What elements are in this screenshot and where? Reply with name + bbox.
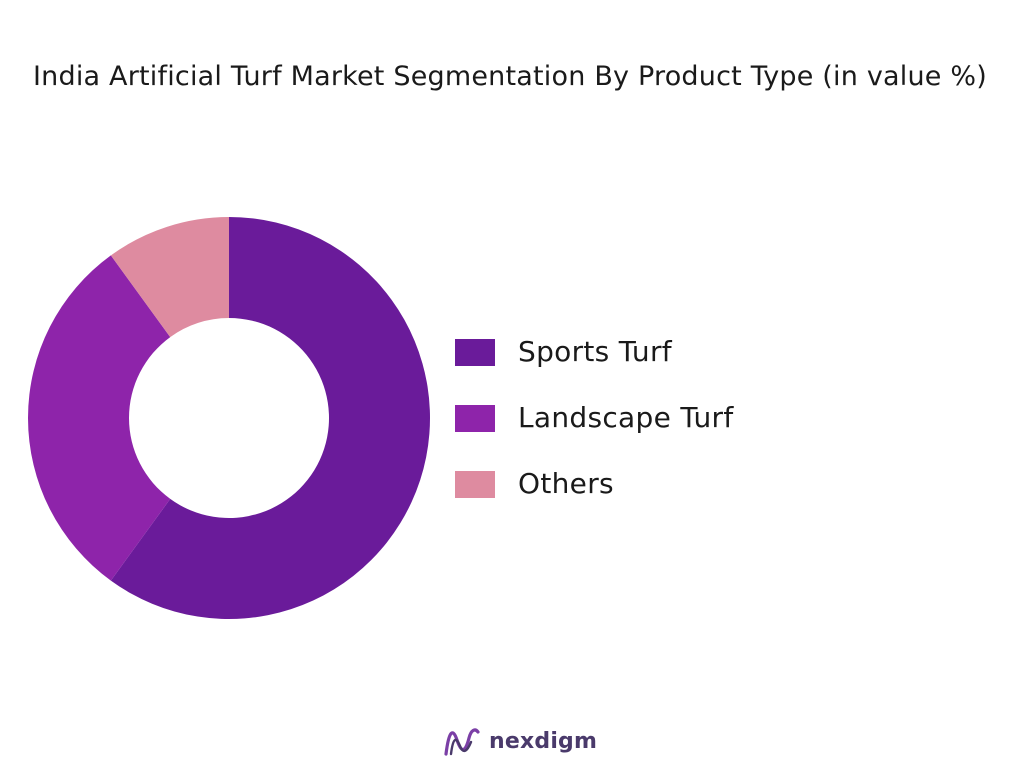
legend-item-others: Others (455, 462, 875, 506)
legend-swatch-others (455, 471, 495, 498)
legend-swatch-sports-turf (455, 339, 495, 366)
chart-title: India Artificial Turf Market Segmentatio… (33, 61, 987, 92)
legend-swatch-landscape-turf (455, 405, 495, 432)
legend-label-others: Others (518, 467, 614, 500)
legend-item-sports-turf: Sports Turf (455, 330, 875, 374)
chart-legend: Sports Turf Landscape Turf Others (455, 330, 875, 528)
legend-label-sports-turf: Sports Turf (518, 335, 672, 368)
legend-item-landscape-turf: Landscape Turf (455, 396, 875, 440)
slice-others (110, 217, 229, 338)
brand-name: nexdigm (489, 729, 598, 754)
slice-sports-turf (110, 217, 430, 620)
legend-label-landscape-turf: Landscape Turf (518, 401, 734, 434)
slice-landscape-turf (27, 255, 171, 581)
brand-logo: nexdigm (443, 722, 603, 762)
nexdigm-logo-icon (444, 728, 480, 756)
